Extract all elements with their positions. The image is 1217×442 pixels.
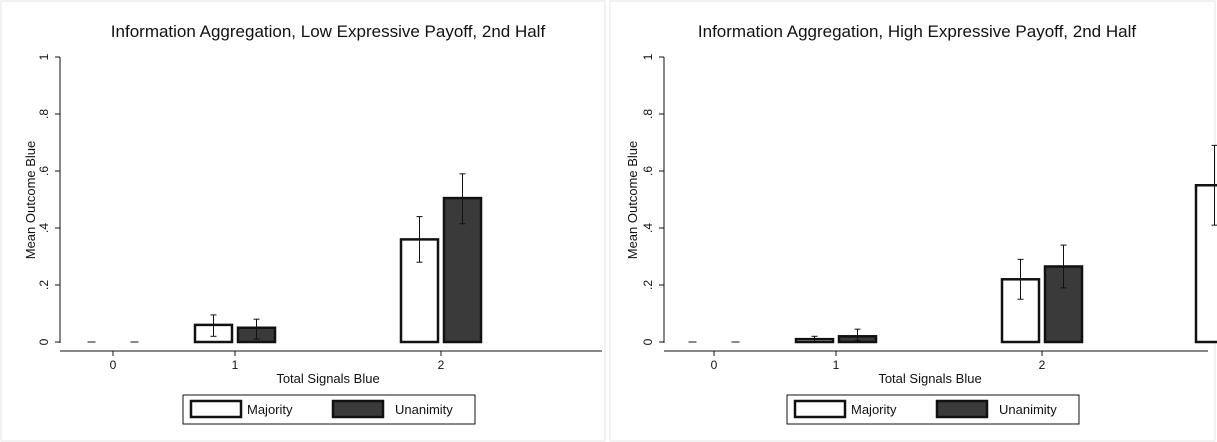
y-tick-label: .8 (37, 109, 51, 119)
y-tick-label: .2 (641, 280, 655, 290)
y-tick-label: .6 (641, 166, 655, 176)
chart-title: Information Aggregation, Low Expressive … (111, 22, 546, 41)
legend-label-unanimity: Unanimity (395, 402, 453, 417)
x-tick-label: 0 (110, 358, 117, 372)
x-tick-label: 2 (1039, 358, 1046, 372)
chart-panel-1: Information Aggregation, Low Expressive … (0, 0, 701, 442)
panel-frame (0, 0, 606, 442)
legend-swatch-unanimity (935, 399, 989, 419)
legend: Majority Unanimity (786, 394, 1080, 425)
x-tick-label: 1 (232, 358, 239, 372)
y-axis-label: Mean Outcome Blue (23, 141, 38, 260)
y-tick-label: 0 (641, 338, 655, 345)
x-axis-label: Total Signals Blue (276, 371, 379, 386)
y-tick-label: .4 (37, 223, 51, 233)
y-tick-label: .2 (37, 280, 51, 290)
x-axis-label: Total Signals Blue (878, 371, 981, 386)
y-tick-label: 1 (641, 53, 655, 60)
y-tick-label: .6 (37, 166, 51, 176)
chart-title: Information Aggregation, High Expressive… (698, 22, 1136, 41)
x-tick-label: 0 (711, 358, 718, 372)
legend: Majority Unanimity (182, 394, 476, 425)
y-tick-label: 0 (37, 338, 51, 345)
panel-frame (609, 0, 1216, 442)
legend-swatch-unanimity (331, 399, 385, 419)
x-tick-label: 1 (833, 358, 840, 372)
x-tick-label: 2 (438, 358, 445, 372)
y-axis-label: Mean Outcome Blue (625, 141, 640, 260)
y-tick-label: .8 (641, 109, 655, 119)
y-tick-label: 1 (37, 53, 51, 60)
legend-swatch-majority (793, 399, 847, 419)
legend-swatch-majority (189, 399, 243, 419)
bar-majority-3 (1194, 184, 1217, 344)
legend-label-unanimity: Unanimity (999, 402, 1057, 417)
legend-label-majority: Majority (851, 402, 897, 417)
y-tick-label: .4 (641, 223, 655, 233)
legend-label-majority: Majority (247, 402, 293, 417)
chart-panel-2: Information Aggregation, High Expressive… (609, 0, 1217, 442)
